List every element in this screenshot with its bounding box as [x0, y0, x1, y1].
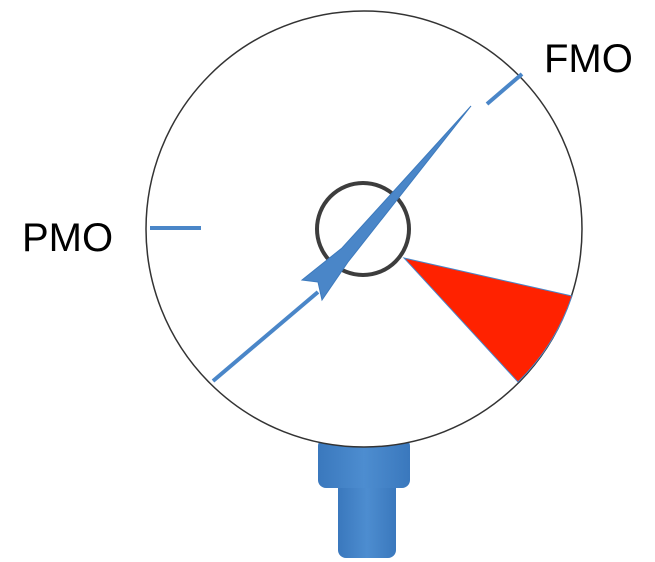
hub	[315, 181, 411, 277]
stem-lower	[338, 480, 396, 558]
pmo-label: PMO	[22, 216, 113, 260]
fmo-label: FMO	[544, 37, 633, 81]
needle	[300, 105, 472, 302]
fmo-tick	[485, 72, 524, 106]
red-zone	[402, 257, 573, 383]
stem-upper	[318, 438, 410, 488]
needle-tail	[211, 290, 320, 383]
